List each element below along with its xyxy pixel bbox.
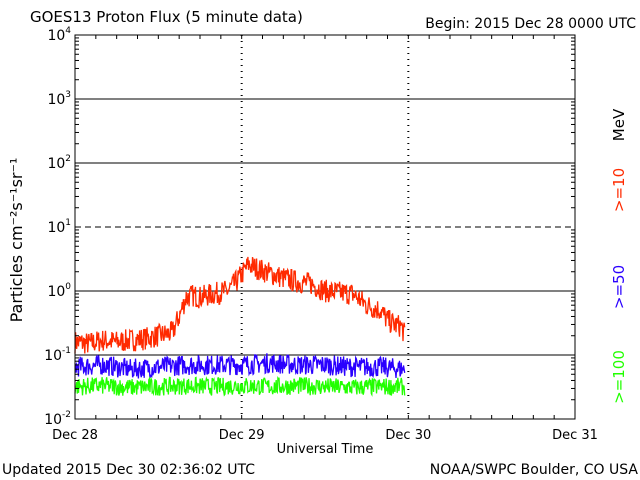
y-tick-label: 103 <box>47 90 71 108</box>
legend-entry-50mev: >=50 <box>610 265 628 309</box>
series-line-2 <box>74 375 406 397</box>
series-line-0 <box>74 256 406 354</box>
series-layer <box>74 256 406 397</box>
begin-label: Begin: 2015 Dec 28 0000 UTC <box>425 16 636 32</box>
y-tick-label: 102 <box>47 154 71 172</box>
x-axis-label: Universal Time <box>277 442 374 457</box>
legend-unit: MeV <box>610 108 628 141</box>
x-tick-label: Dec 30 <box>385 428 431 443</box>
chart-title: GOES13 Proton Flux (5 minute data) <box>30 8 303 26</box>
plot-frame <box>74 34 576 420</box>
legend: MeV >=10 >=50 >=100 <box>610 108 628 404</box>
y-tick-label: 101 <box>47 218 71 236</box>
source-credit: NOAA/SWPC Boulder, CO USA <box>430 462 639 478</box>
x-tick-label: Dec 29 <box>219 428 265 443</box>
legend-entry-10mev: >=10 <box>610 168 628 212</box>
series-line-1 <box>74 353 406 379</box>
x-tick-label: Dec 28 <box>52 428 98 443</box>
y-axis-label: Particles cm⁻²s⁻¹sr⁻¹ <box>7 158 26 323</box>
x-tick-label: Dec 31 <box>552 428 598 443</box>
legend-entry-100mev: >=100 <box>610 350 628 404</box>
updated-timestamp: Updated 2015 Dec 30 02:36:02 UTC <box>2 462 255 478</box>
